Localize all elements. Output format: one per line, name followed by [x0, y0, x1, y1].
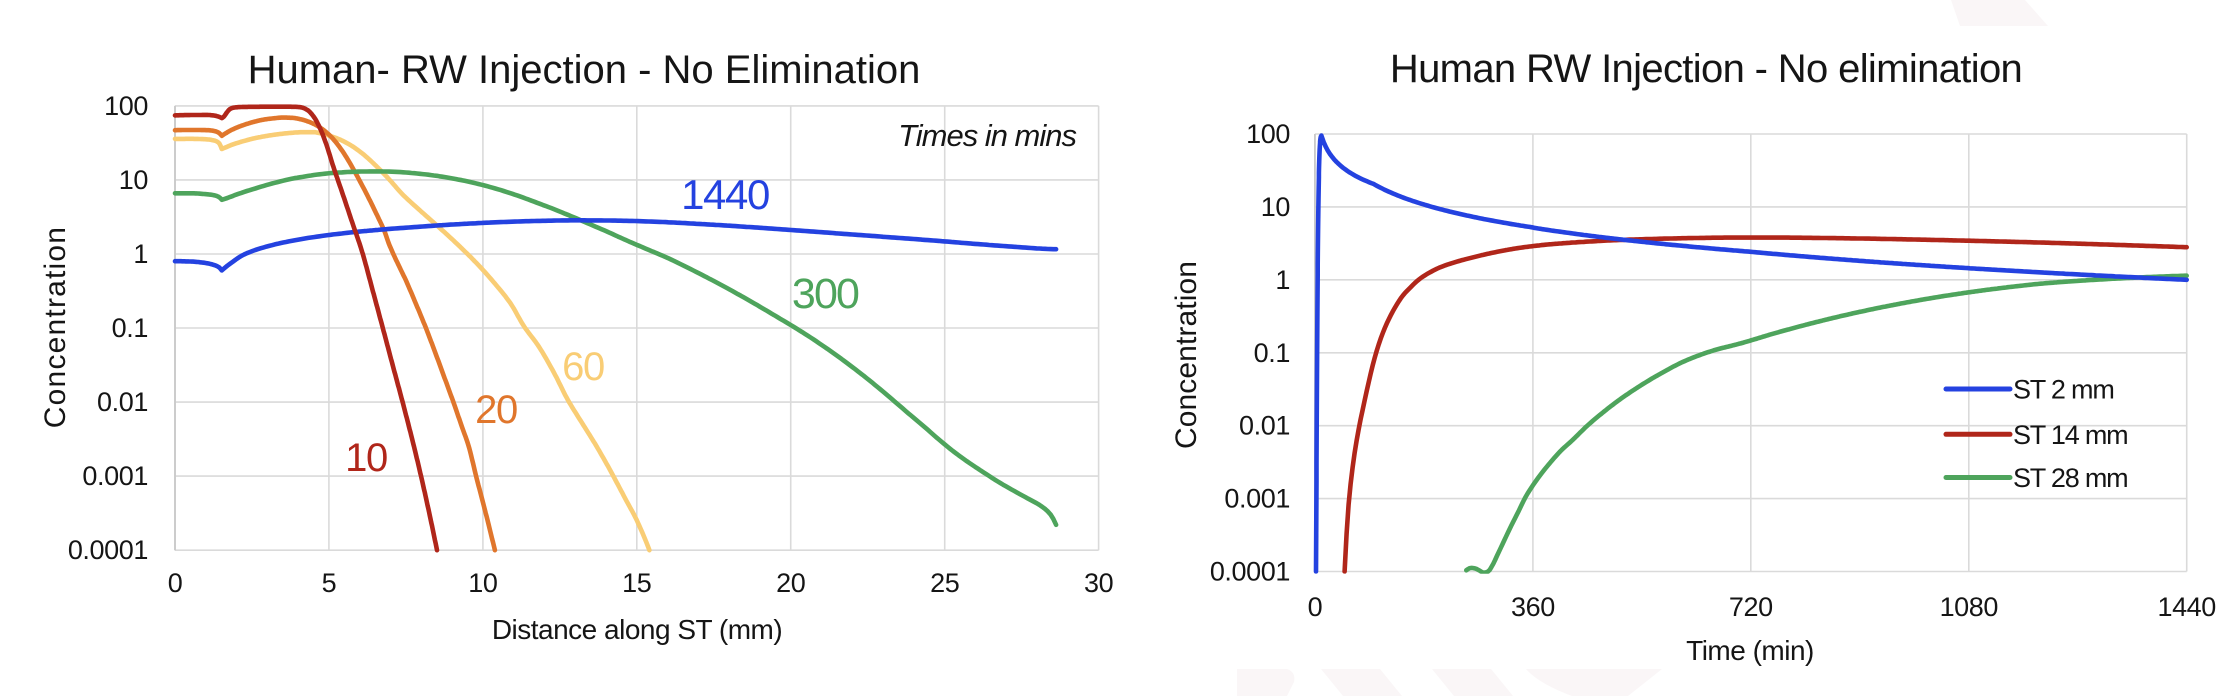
svg-text:1440: 1440 — [2157, 592, 2215, 622]
svg-text:0.0001: 0.0001 — [68, 535, 148, 565]
svg-text:25: 25 — [930, 568, 959, 598]
svg-text:10: 10 — [468, 568, 497, 598]
svg-text:0.1: 0.1 — [112, 313, 148, 343]
svg-text:Concentration: Concentration — [1170, 261, 1203, 449]
svg-text:0.01: 0.01 — [1239, 411, 1290, 441]
svg-text:ST 14 mm: ST 14 mm — [2013, 420, 2127, 450]
svg-text:5: 5 — [322, 568, 337, 598]
svg-text:20: 20 — [475, 388, 517, 432]
svg-text:Concentration: Concentration — [39, 226, 72, 428]
svg-text:720: 720 — [1729, 592, 1773, 622]
svg-text:1: 1 — [1275, 265, 1290, 295]
svg-text:10: 10 — [119, 165, 148, 195]
svg-text:Human RW Injection - No elimin: Human RW Injection - No elimination — [1390, 47, 2022, 91]
svg-text:30: 30 — [1084, 568, 1113, 598]
svg-text:1080: 1080 — [1940, 592, 1998, 622]
svg-text:0.01: 0.01 — [97, 387, 148, 417]
svg-text:0.1: 0.1 — [1254, 338, 1290, 368]
svg-text:360: 360 — [1511, 592, 1555, 622]
svg-text:10: 10 — [1261, 192, 1290, 222]
svg-text:15: 15 — [622, 568, 651, 598]
svg-text:Time (min): Time (min) — [1686, 635, 1814, 666]
svg-text:0.001: 0.001 — [82, 461, 148, 491]
svg-text:ST 28 mm: ST 28 mm — [2013, 463, 2127, 493]
svg-text:10: 10 — [345, 436, 387, 480]
svg-text:Times in mins: Times in mins — [898, 118, 1076, 153]
svg-text:60: 60 — [562, 345, 604, 389]
svg-text:Distance along ST (mm): Distance along ST (mm) — [492, 614, 782, 645]
svg-text:20: 20 — [776, 568, 805, 598]
svg-text:1: 1 — [133, 239, 148, 269]
svg-text:Human- RW Injection - No Elimi: Human- RW Injection - No Elimination — [248, 48, 921, 92]
svg-text:0.001: 0.001 — [1224, 484, 1290, 514]
svg-text:1440: 1440 — [681, 171, 769, 218]
svg-text:300: 300 — [792, 270, 859, 318]
svg-text:0.0001: 0.0001 — [1210, 557, 1290, 587]
svg-text:0: 0 — [168, 568, 183, 598]
svg-text:ST 2 mm: ST 2 mm — [2013, 375, 2114, 405]
svg-text:0: 0 — [1308, 592, 1323, 622]
svg-text:100: 100 — [1246, 119, 1290, 149]
svg-text:100: 100 — [104, 91, 148, 121]
